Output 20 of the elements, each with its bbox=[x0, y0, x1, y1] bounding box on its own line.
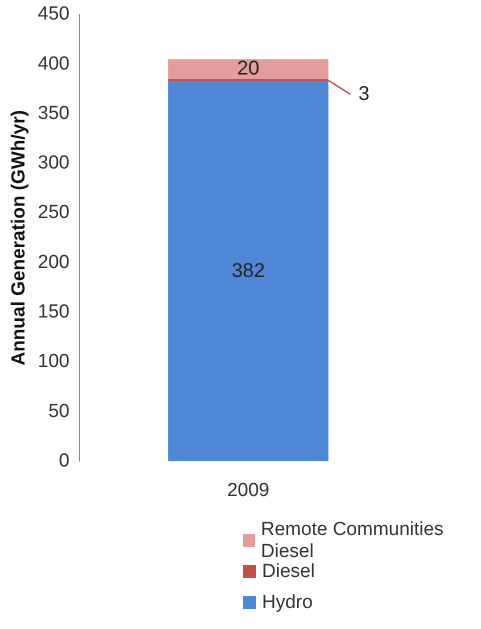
bar bbox=[168, 59, 328, 79]
y-tick-label: 100 bbox=[38, 351, 70, 372]
legend-label: Remote Communities Diesel bbox=[260, 518, 445, 562]
legend-label: Diesel bbox=[262, 560, 315, 582]
y-tick-label: 450 bbox=[38, 4, 70, 25]
y-tick-label: 400 bbox=[38, 53, 70, 74]
y-axis-title: Annual Generation (GWh/yr) bbox=[8, 110, 30, 366]
data-label: 3 bbox=[358, 82, 370, 105]
y-tick-label: 350 bbox=[38, 102, 70, 124]
y-tick-label: 150 bbox=[38, 302, 70, 322]
y-tick-label: 250 bbox=[38, 202, 70, 224]
y-tick-label: 50 bbox=[48, 400, 70, 422]
bar bbox=[168, 82, 328, 462]
x-tick-label: 2009 bbox=[227, 480, 270, 501]
legend-label: Hydro bbox=[262, 592, 313, 614]
y-tick-label: 0 bbox=[58, 450, 70, 472]
y-tick-label: 200 bbox=[38, 252, 70, 273]
y-tick-label: 300 bbox=[38, 152, 70, 174]
data-label: 382 bbox=[232, 260, 265, 282]
data-label: 20 bbox=[237, 58, 260, 80]
